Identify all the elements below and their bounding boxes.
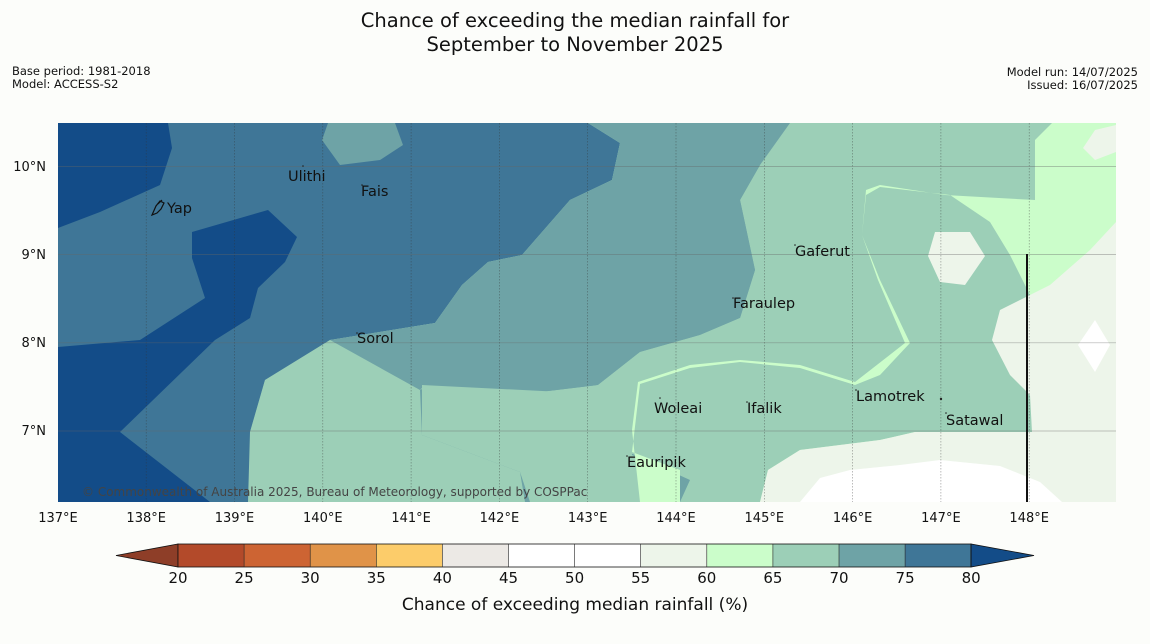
place-label-ulithi: Ulithi (288, 169, 326, 185)
map-title: Chance of exceeding the median rainfall … (0, 9, 1150, 57)
colorbar-75-80 (905, 544, 972, 567)
zone-65-70-corridor (330, 123, 790, 392)
zone-65-70 (248, 123, 1116, 502)
lon-label-138e: 138°E (126, 511, 166, 526)
zone-70-75-north (322, 123, 403, 165)
lon-label-139e: 139°E (215, 511, 255, 526)
lat-label-7n: 7°N (22, 424, 47, 439)
colorbar-35-40 (376, 544, 443, 567)
colorbar-tick-45: 45 (499, 569, 518, 587)
place-label-sorol: Sorol (357, 331, 394, 347)
run-info: Model run: 14/07/2025 Issued: 16/07/2025 (1007, 66, 1138, 92)
place-label-woleai: Woleai (654, 401, 702, 417)
model-info: Base period: 1981-2018 Model: ACCESS-S2 (12, 65, 151, 91)
lon-label-146e: 146°E (833, 511, 873, 526)
colorbar-tick-65: 65 (763, 569, 782, 587)
colorbar-45-50 (508, 544, 575, 567)
lon-label-145e: 145°E (745, 511, 785, 526)
colorbar-tick-75: 75 (896, 569, 915, 587)
lon-label-147e: 147°E (921, 511, 961, 526)
colorbar-tick-80: 80 (962, 569, 981, 587)
place-label-satawal: Satawal (946, 413, 1003, 429)
lon-label-141e: 141°E (391, 511, 431, 526)
colorbar: 20 25 30 35 40 45 50 55 60 65 70 75 80 C… (115, 543, 1035, 615)
map-panel: Ulithi Fais Yap Gaferut Faraulep Sorol L… (58, 123, 1116, 502)
zone-65-70-south (422, 300, 760, 502)
zone-45-55-east (1078, 320, 1110, 372)
title-line-1: Chance of exceeding the median rainfall … (360, 9, 790, 32)
yap-island-shape (150, 199, 165, 217)
zone-above-80-south (58, 210, 297, 502)
zone-45-55-tiny (858, 484, 930, 502)
zone-above-80 (58, 123, 172, 228)
issued-date-text: Issued: 16/07/2025 (1027, 78, 1138, 92)
lon-label-142e: 142°E (480, 511, 520, 526)
base-period-text: Base period: 1981-2018 (12, 64, 151, 78)
colorbar-65-70 (772, 544, 839, 567)
colorbar-40-45 (442, 544, 509, 567)
zone-55-60-patch-north (928, 232, 985, 285)
latitude-lines (58, 166, 1116, 432)
model-name-text: Model: ACCESS-S2 (12, 77, 119, 91)
colorbar-20-25 (178, 544, 245, 567)
latitude-axis: 10°N 9°N 8°N 7°N (13, 160, 46, 439)
lon-label-144e: 144°E (656, 511, 696, 526)
colorbar-tick-25: 25 (235, 569, 254, 587)
colorbar-tick-70: 70 (829, 569, 848, 587)
colorbar-tick-50: 50 (565, 569, 584, 587)
zone-55-60-patch-ne (1083, 125, 1116, 160)
graticule (145, 123, 1030, 502)
lon-label-137e: 137°E (38, 511, 78, 526)
place-label-eauripik: Eauripik (627, 455, 686, 471)
colorbar-60-65 (706, 544, 773, 567)
island-markers (302, 165, 947, 457)
place-label-gaferut: Gaferut (795, 244, 850, 260)
place-label-ifalik: Ifalik (747, 401, 782, 417)
colorbar-tick-55: 55 (631, 569, 650, 587)
zone-60-65 (632, 123, 1116, 502)
colorbar-30-35 (310, 544, 377, 567)
model-run-text: Model run: 14/07/2025 (1006, 65, 1138, 79)
place-label-fais: Fais (361, 184, 388, 200)
colorbar-50-55 (574, 544, 641, 567)
colorbar-above-80 (970, 543, 1035, 568)
lon-label-140e: 140°E (303, 511, 343, 526)
copyright-text: © Commonwealth of Australia 2025, Bureau… (82, 485, 587, 499)
lat-label-9n: 9°N (22, 248, 47, 263)
place-label-yap: Yap (166, 201, 192, 217)
title-line-2: September to November 2025 (426, 33, 724, 56)
colorbar-tick-40: 40 (433, 569, 452, 587)
colorbar-25-30 (244, 544, 311, 567)
colorbar-tick-60: 60 (697, 569, 716, 587)
longitude-axis: 137°E 138°E 139°E 140°E 141°E 142°E 143°… (38, 511, 1049, 526)
colorbar-below-20 (115, 543, 179, 568)
lat-label-10n: 10°N (13, 160, 46, 175)
place-label-faraulep: Faraulep (733, 296, 795, 312)
lon-label-143e: 143°E (568, 511, 608, 526)
zone-75-80 (58, 123, 620, 502)
place-label-lamotrek: Lamotrek (856, 389, 925, 405)
colorbar-tick-35: 35 (367, 569, 386, 587)
colorbar-tick-20: 20 (168, 569, 187, 587)
colorbar-dividers (243, 544, 906, 567)
colorbar-70-75 (839, 544, 906, 567)
colorbar-55-60 (640, 544, 707, 567)
lat-label-8n: 8°N (22, 336, 47, 351)
colorbar-title: Chance of exceeding median rainfall (%) (402, 595, 748, 615)
colorbar-tick-30: 30 (301, 569, 320, 587)
lon-label-148e: 148°E (1009, 511, 1049, 526)
